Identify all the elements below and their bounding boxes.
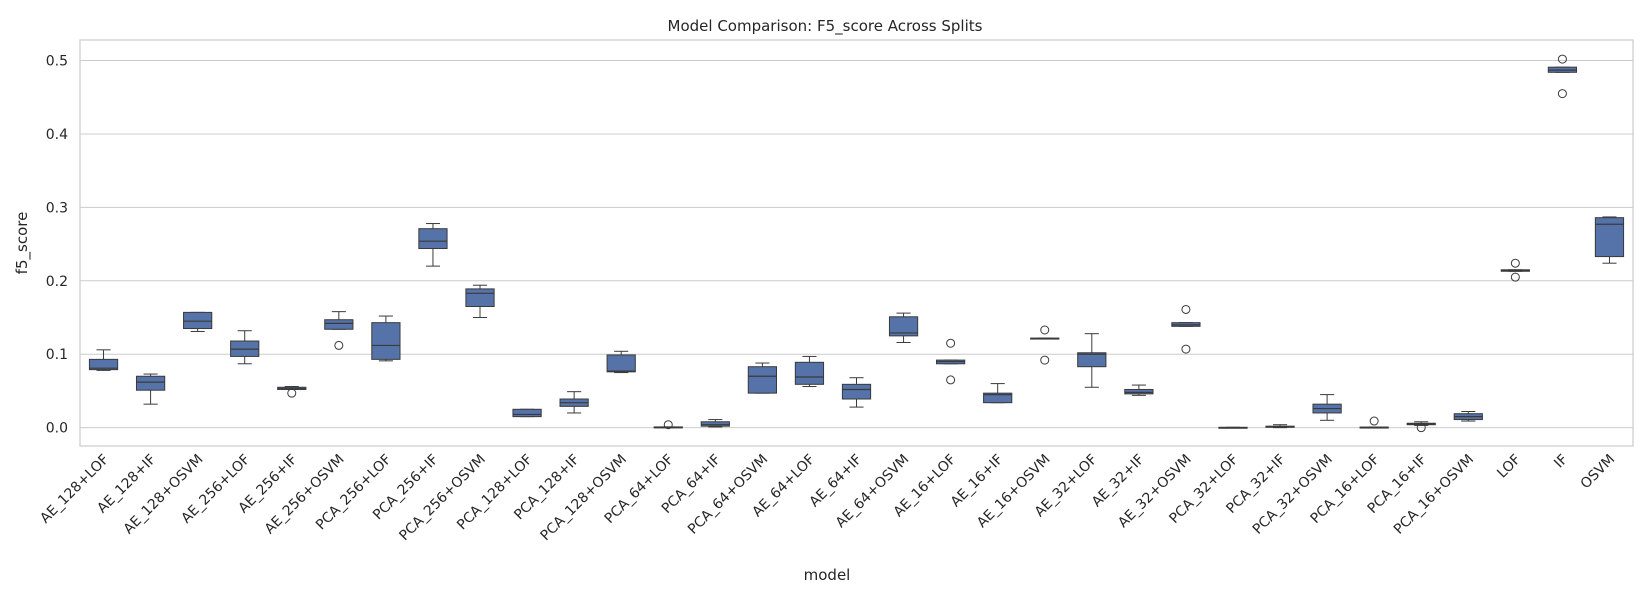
iqr-box (418, 228, 448, 250)
outlier-point (1369, 416, 1379, 426)
box-PCA_128+IF (559, 391, 589, 414)
iqr-box (324, 319, 354, 330)
box-AE_64+IF (841, 377, 872, 408)
box-IF (1547, 54, 1578, 99)
y-axis: 0.0 0.1 0.2 0.3 0.4 0.5 (46, 54, 68, 437)
box-LOF (1500, 258, 1530, 282)
box-AE_256+LOF (230, 330, 260, 365)
iqr-box (1077, 352, 1107, 368)
x-tick-label: LOF (1494, 452, 1524, 482)
x-tick-label: IF (1551, 452, 1571, 472)
box-PCA_256+LOF (371, 315, 401, 362)
x-tick-label: PCA_128+OSVM (538, 452, 630, 544)
chart-title: Model Comparison: F5_score Across Splits (668, 17, 983, 36)
box-AE_64+LOF (794, 355, 825, 388)
box-PCA_16+LOF (1359, 416, 1389, 429)
x-axis: AE_128+LOFAE_128+IFAE_128+OSVMAE_256+LOF… (37, 452, 1618, 544)
outlier-point (946, 338, 956, 348)
outlier-point (663, 420, 673, 430)
box-AE_256+IF (277, 386, 307, 398)
outlier-point (1181, 304, 1191, 314)
box-PCA_64+IF (700, 419, 730, 428)
iqr-box (183, 311, 213, 330)
box-AE_16+IF (983, 383, 1013, 404)
box-PCA_16+IF (1406, 421, 1436, 433)
box-PCA_128+OSVM (606, 350, 636, 374)
iqr-box (841, 383, 872, 400)
box-PCA_64+LOF (653, 420, 683, 430)
iqr-box (465, 288, 495, 308)
iqr-box (1594, 217, 1625, 258)
iqr-box (371, 322, 401, 360)
iqr-box (135, 375, 166, 391)
outlier-point (946, 375, 956, 385)
box-PCA_16+OSVM (1453, 410, 1483, 422)
boxes (88, 54, 1625, 433)
x-tick-label: PCA_16+OSVM (1391, 452, 1477, 538)
y-tick-label: 0.1 (46, 347, 68, 363)
iqr-box (88, 358, 119, 371)
iqr-box (983, 392, 1013, 404)
x-axis-label: model (804, 566, 851, 584)
box-AE_64+OSVM (888, 312, 919, 343)
box-PCA_64+OSVM (747, 362, 777, 394)
box-AE_128+IF (135, 373, 166, 405)
box-AE_32+LOF (1077, 333, 1107, 388)
box-OSVM (1594, 216, 1625, 264)
box-AE_128+OSVM (183, 311, 213, 332)
outlier-point (1557, 89, 1567, 99)
outlier-point (1181, 344, 1191, 354)
iqr-box (512, 408, 542, 418)
y-tick-label: 0.0 (46, 421, 68, 437)
y-tick-label: 0.4 (46, 127, 68, 143)
outlier-point (287, 388, 297, 398)
outlier-point (1040, 325, 1050, 335)
box-AE_256+OSVM (324, 311, 354, 350)
box-AE_16+LOF (936, 338, 966, 385)
outlier-point (334, 340, 344, 350)
x-tick-label: OSVM (1578, 452, 1619, 493)
y-tick-label: 0.5 (46, 54, 68, 70)
iqr-box (700, 421, 730, 427)
outlier-point (1040, 355, 1050, 365)
y-axis-label: f5_score (13, 212, 32, 275)
box-PCA_256+OSVM (465, 284, 495, 319)
box-PCA_32+OSVM (1312, 394, 1342, 421)
box-PCA_32+IF (1265, 424, 1295, 429)
outlier-point (1416, 423, 1426, 433)
outlier-point (1510, 258, 1520, 268)
box-PCA_256+IF (418, 223, 448, 267)
box-AE_32+OSVM (1171, 304, 1201, 354)
y-tick-label: 0.2 (46, 274, 68, 290)
y-tick-label: 0.3 (46, 200, 68, 216)
box-PCA_32+LOF (1218, 426, 1248, 429)
box-AE_16+OSVM (1030, 325, 1060, 365)
x-tick-label: AE_128+OSVM (121, 452, 207, 538)
iqr-box (747, 366, 777, 394)
outlier-point (1510, 272, 1520, 282)
x-tick-label: PCA_64+OSVM (685, 452, 771, 538)
x-tick-label: AE_128+LOF (37, 452, 112, 527)
x-tick-label: AE_256+OSVM (262, 452, 348, 538)
plot-frame (79, 39, 1634, 447)
iqr-box (794, 361, 825, 385)
box-AE_32+IF (1124, 384, 1154, 396)
iqr-box (1124, 388, 1154, 395)
box-PCA_128+LOF (512, 408, 542, 418)
iqr-box (888, 316, 919, 337)
grid-lines (80, 60, 1633, 429)
outlier-point (1557, 54, 1567, 64)
x-tick-label: PCA_32+OSVM (1250, 452, 1336, 538)
iqr-box (606, 354, 636, 373)
x-tick-label: PCA_256+OSVM (396, 452, 488, 544)
box-AE_128+LOF (88, 349, 119, 371)
